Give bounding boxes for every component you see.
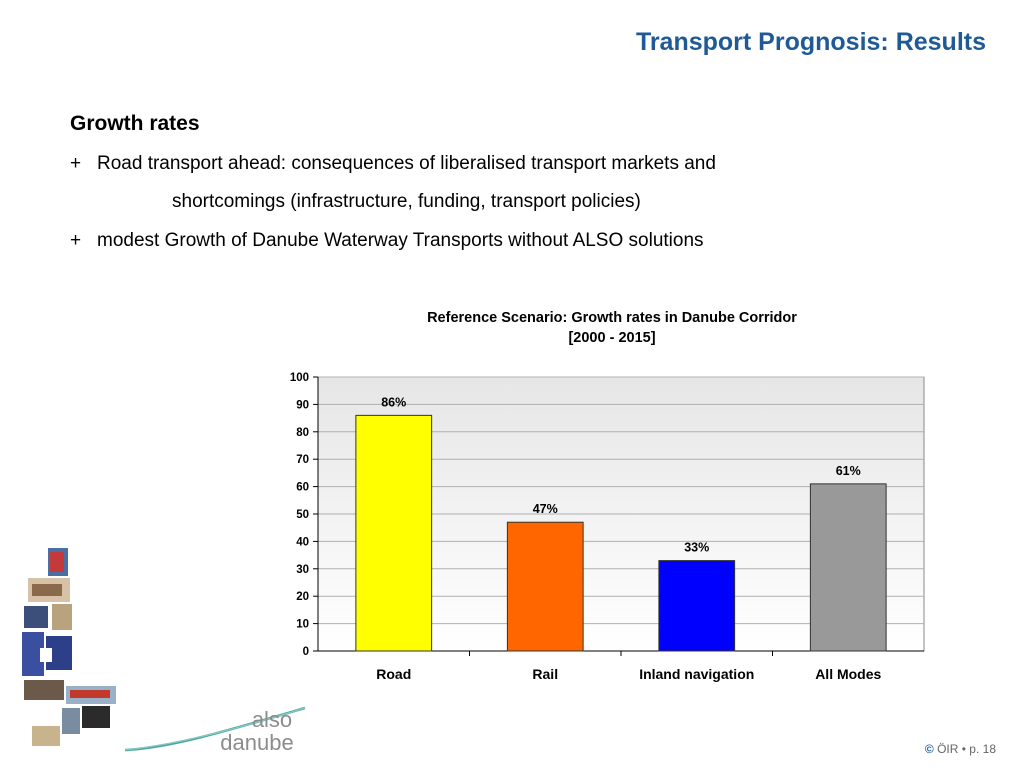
bullet-waterway: + modest Growth of Danube Waterway Transp… [70,230,704,252]
bar-rail [506,521,584,652]
y-tick-label: 50 [296,509,309,521]
x-category-label: Inland navigation [639,666,754,682]
x-category-label: Rail [532,666,558,682]
bullet-marker: + [70,153,82,174]
y-tick-label: 100 [290,372,309,384]
bar-inland-navigation [658,560,736,652]
slide-title: Transport Prognosis: Results [635,28,986,56]
bullet-text: Road transport ahead: consequences of li… [97,153,716,174]
data-label: 33% [684,541,709,555]
bullet-marker: + [70,230,82,251]
y-tick-label: 40 [296,536,309,548]
x-category-label: Road [376,666,411,682]
data-label: 86% [381,395,406,409]
also-danube-logo: also danube [124,706,306,755]
y-tick-label: 70 [296,454,309,466]
bullet-text: modest Growth of Danube Waterway Transpo… [97,230,704,251]
chart-subtitle: [2000 - 2015] [568,330,655,346]
bars [355,414,887,652]
data-label: 47% [533,502,558,516]
y-tick-label: 10 [296,619,309,631]
copyright-symbol: © [924,742,934,756]
logo-text-also: also [252,707,292,732]
labels: 86% Road 47% Rail 33% Inland navigation 61% All… [376,395,881,682]
y-tick-label: 80 [296,427,309,439]
footer: © ÖIR • p. 18 [925,742,996,756]
decorative-photo-mosaic [22,548,116,746]
y-tick-label: 20 [296,591,309,603]
bar-road [355,414,433,652]
data-label: 61% [836,464,861,478]
section-heading: Growth rates [70,112,200,135]
footer-page-info: ÖIR • p. 18 [937,742,996,756]
y-tick-label: 30 [296,564,309,576]
logo-text-danube: danube [220,730,293,755]
chart-title: Reference Scenario: Growth rates in Danu… [427,310,797,326]
bullet-road-transport-continuation: shortcomings (infrastructure, funding, t… [172,191,641,212]
x-category-label: All Modes [815,666,881,682]
y-tick-label: 60 [296,482,309,494]
bar-all-modes [809,483,887,652]
bullet-road-transport: + Road transport ahead: consequences of l… [70,153,716,175]
y-tick-label: 90 [296,399,309,411]
y-tick-label: 0 [303,646,309,658]
